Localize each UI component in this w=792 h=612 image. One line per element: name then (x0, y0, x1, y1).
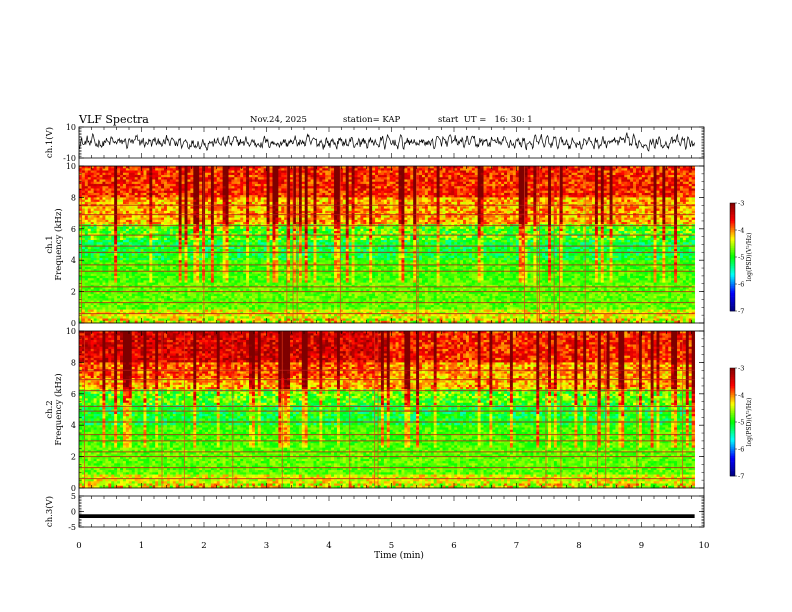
figure-title: VLF Spectra (78, 113, 149, 126)
ch1-waveform-ytick-label: 10 (66, 123, 76, 132)
ch2-colorbar-tick-label: -6 (738, 446, 744, 454)
vlf-figure: VLF Spectra Nov.24, 2025 station= KAP st… (0, 0, 792, 612)
ch2-colorbar-tick-label: -4 (738, 392, 744, 400)
time-tick-label: 9 (639, 541, 644, 551)
ch3-waveform-ytick-label: 0 (71, 508, 76, 517)
ch2-spectrogram-ytick-label: 6 (71, 390, 76, 399)
station-label: station= KAP (343, 115, 401, 125)
time-tick-label: 10 (699, 541, 710, 551)
ch2-colorbar-tick-label: -3 (738, 365, 744, 373)
ch1-colorbar-tick-label: -5 (738, 254, 744, 262)
time-tick-label: 3 (264, 541, 269, 551)
ch1-spectrogram-ytick-label: 10 (66, 162, 76, 171)
ch1-spectrogram-ytick-label: 4 (71, 256, 76, 265)
ch2-spectrogram-ytick-label: 4 (71, 421, 76, 430)
ch1-colorbar-tick-label: -3 (738, 200, 744, 208)
ch1-spectrogram-ytick-label: 8 (71, 193, 76, 202)
start-ut-label: start UT = 16: 30: 1 (438, 115, 533, 125)
time-tick-label: 8 (576, 541, 581, 551)
ch2-spectrogram-ylabel-frequency: Frequency (kHz) (53, 373, 64, 445)
ch1-colorbar-label: log(PSD)(V²/Hz) (746, 233, 753, 282)
ch1-colorbar-tick-label: -6 (738, 281, 744, 289)
time-tick-label: 2 (201, 541, 206, 551)
ch2-spectrogram-cells (79, 331, 695, 488)
ch3-waveform-trace (79, 514, 695, 518)
ch3-waveform-ylabel: ch.3(V) (44, 496, 55, 527)
time-tick-label: 6 (451, 541, 456, 551)
ch2-spectrogram-ytick-label: 10 (66, 327, 76, 336)
ch2-colorbar-tick-label: -5 (738, 419, 744, 427)
ch3-waveform-ytick-label: 5 (71, 492, 76, 501)
ch2-spectrogram-ytick-label: 8 (71, 358, 76, 367)
x-axis-label: Time (min) (374, 550, 424, 561)
time-tick-label: 1 (139, 541, 144, 551)
ch1-colorbar-tick-label: -7 (738, 308, 744, 316)
time-tick-label: 0 (76, 541, 81, 551)
ch1-spectrogram-ytick-label: 6 (71, 225, 76, 234)
ch1-colorbar-tick-label: -4 (738, 227, 744, 235)
date-label: Nov.24, 2025 (250, 115, 307, 125)
ch1-spectrogram-ylabel-frequency: Frequency (kHz) (53, 208, 64, 280)
time-tick-label: 5 (389, 541, 394, 551)
ch2-colorbar-label: log(PSD)(V²/Hz) (746, 398, 753, 447)
ch2-colorbar: -3 -4 -5 -6 -7 log(PSD)(V²/Hz) (730, 365, 753, 481)
time-tick-label: 7 (514, 541, 519, 551)
ch2-spectrogram-ytick-label: 2 (71, 453, 76, 462)
ch1-spectrogram-cells (79, 166, 695, 323)
time-tick-label: 4 (326, 541, 331, 551)
ch3-waveform-ytick-label: -5 (68, 523, 76, 532)
ch1-colorbar: -3 -4 -5 -6 -7 log(PSD)(V²/Hz) (730, 200, 753, 316)
ch1-spectrogram-ytick-label: 2 (71, 288, 76, 297)
ch2-colorbar-tick-label: -7 (738, 473, 744, 481)
ch3-waveform-panel: 5 0 -5 ch.3(V) (44, 492, 704, 532)
ch1-waveform-ylabel: ch.1(V) (44, 127, 55, 158)
